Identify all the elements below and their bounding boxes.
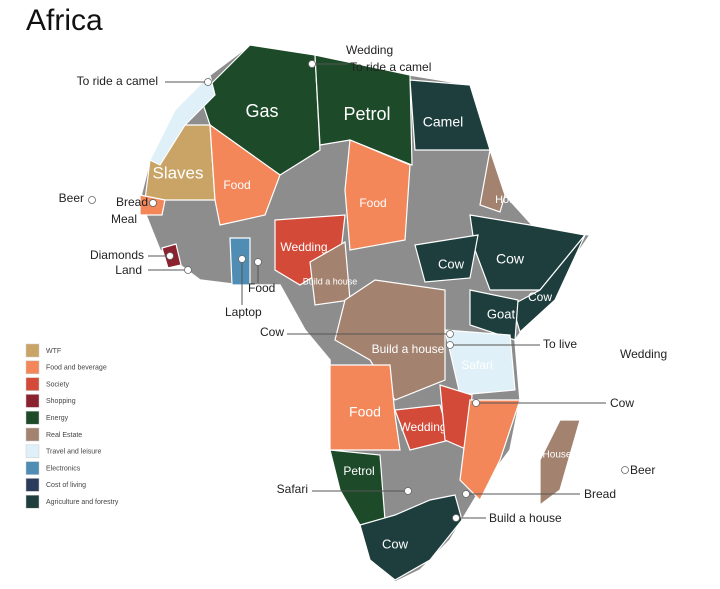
country [359, 494, 463, 581]
callout-label: Food [248, 281, 275, 295]
callout-label: Bread [116, 195, 148, 209]
country-label: Petrol [343, 104, 390, 124]
country-label: Camel [423, 114, 463, 130]
callout-label: Land [115, 263, 142, 277]
legend-swatch [25, 360, 40, 375]
map-title: Africa [26, 4, 103, 37]
callout-label: Cow [260, 325, 284, 339]
callout-label: To live [543, 337, 577, 351]
legend-swatch [25, 377, 40, 391]
legend-label: WTF [46, 348, 61, 355]
legend-label: Cost of living [46, 482, 86, 489]
legend-swatch [25, 343, 40, 358]
country [414, 234, 479, 283]
country-label: Goat [487, 306, 516, 321]
country-label: Cow [438, 256, 465, 271]
marker-dot [446, 330, 454, 338]
legend-label: Travel and leisure [46, 449, 101, 456]
callout-label: Wedding [620, 347, 667, 361]
marker-dot [166, 252, 174, 260]
callout-label: Wedding [346, 43, 393, 57]
marker-dot [404, 487, 412, 495]
country-label: House [495, 194, 527, 206]
callout-label: Safari [277, 482, 308, 496]
legend-label: Shopping [46, 398, 76, 405]
legend-label: Energy [46, 415, 69, 422]
legend-swatch [25, 461, 40, 475]
legend-label: Agriculture and forestry [46, 499, 119, 506]
callout-label: Laptop [225, 305, 262, 319]
callout-label: Beer [630, 463, 655, 477]
country [459, 399, 521, 502]
callout-label: Meal [111, 212, 137, 226]
country-label: Food [349, 404, 381, 420]
country-label: Cow [528, 290, 552, 304]
callout-label: Build a house [489, 511, 562, 525]
marker-dot [446, 341, 454, 349]
marker-dot [204, 78, 212, 86]
country-label: Build a house [303, 276, 358, 286]
country [209, 123, 281, 226]
country-label: Safari [461, 358, 492, 372]
legend-label: Food and beverage [46, 365, 107, 372]
marker-dot [149, 199, 157, 207]
legend-label: Electronics [46, 465, 81, 472]
country [539, 419, 581, 507]
marker-dot [184, 266, 192, 274]
legend-swatch [25, 478, 40, 492]
legend-swatch [25, 427, 40, 442]
country-label: Wedding [399, 420, 446, 434]
country [329, 364, 401, 451]
legend-label: Real Estate [46, 432, 82, 439]
country-label: Food [223, 178, 250, 192]
marker-dot [88, 196, 96, 204]
legend-swatch [25, 494, 40, 509]
legend-label: Society [46, 381, 69, 388]
country [334, 279, 446, 401]
country-label: Cow [382, 536, 409, 551]
country [329, 449, 386, 526]
country-label: House [543, 450, 572, 461]
marker-dot [462, 490, 470, 498]
country [444, 329, 516, 396]
callout-label: Diamonds [90, 248, 144, 262]
marker-dot [238, 255, 246, 263]
callout-label: Beer [59, 191, 84, 205]
country-label: Food [359, 196, 386, 210]
country-label: Build a house [372, 342, 445, 356]
legend-swatch [25, 410, 40, 425]
callout-label: To ride a camel [350, 60, 431, 74]
country-label: Slaves [152, 163, 203, 182]
country [469, 214, 587, 291]
callout-label: To ride a camel [77, 74, 158, 88]
legend-swatch [25, 444, 40, 459]
marker-dot [452, 514, 460, 522]
country-label: Gas [245, 101, 278, 121]
marker-dot [308, 60, 316, 68]
marker-dot [472, 399, 480, 407]
country [149, 73, 216, 166]
callout-label: Cow [610, 396, 634, 410]
legend-swatch [25, 394, 40, 408]
country-label: Petrol [343, 464, 374, 478]
country [479, 149, 506, 213]
callout-label: Bread [584, 487, 616, 501]
country [469, 289, 519, 341]
country-label: Cow [496, 251, 525, 267]
country [344, 139, 411, 251]
marker-dot [621, 466, 629, 474]
marker-dot [254, 258, 262, 266]
country-label: Wedding [280, 240, 327, 254]
